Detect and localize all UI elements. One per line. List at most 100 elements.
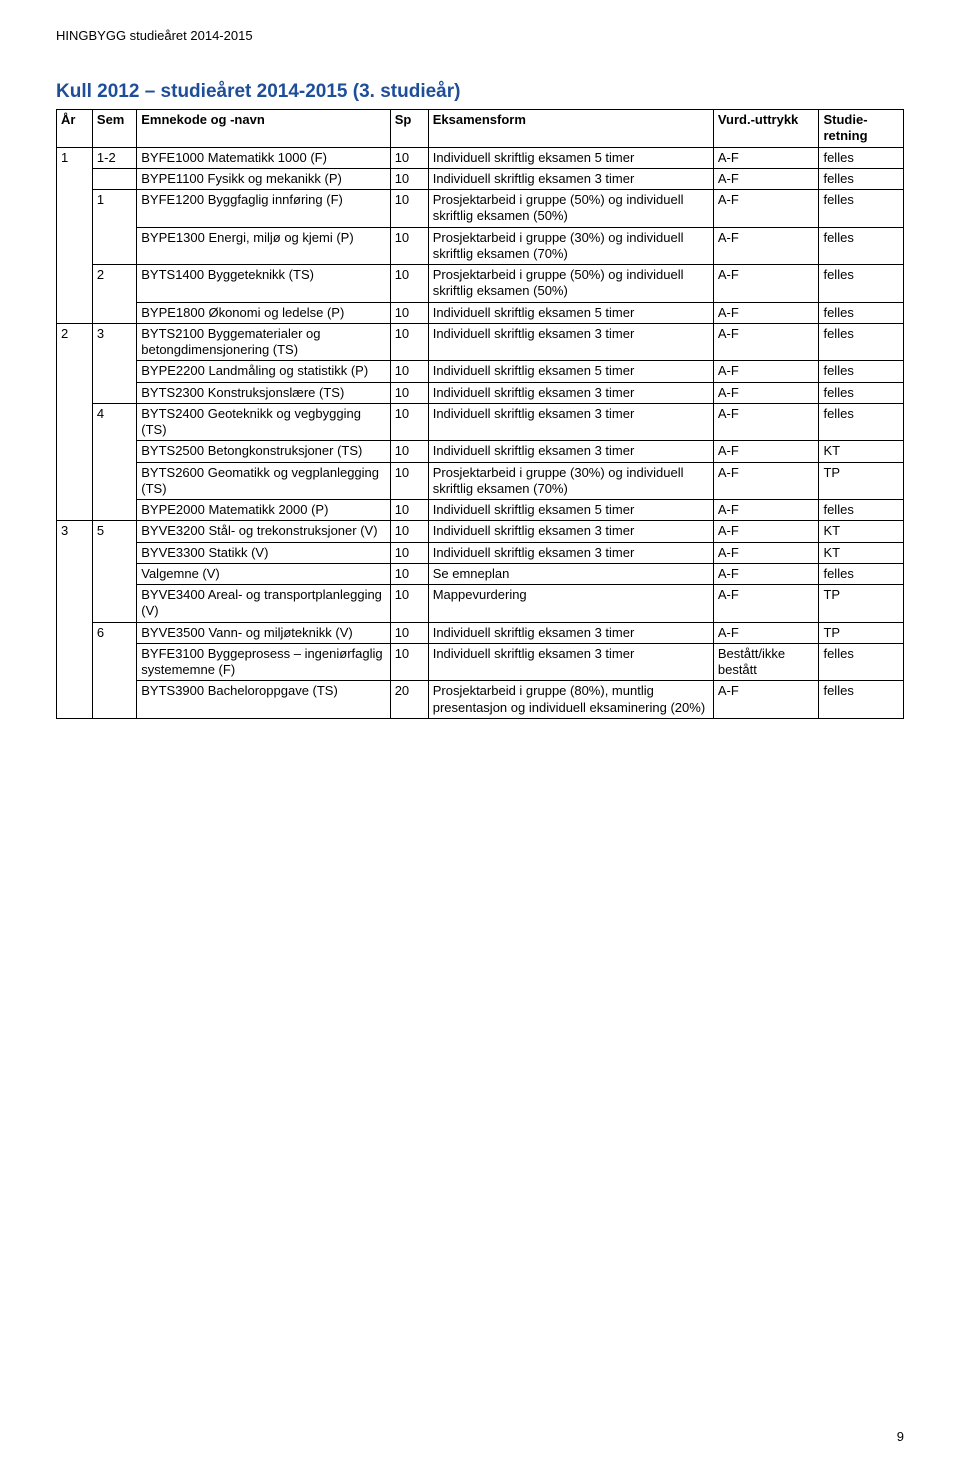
cell-stud: felles: [819, 227, 904, 265]
cell-emne: Valgemne (V): [137, 563, 390, 584]
cell-sp: 10: [390, 521, 428, 542]
table-row: BYVE3300 Statikk (V)10Individuell skrift…: [57, 542, 904, 563]
cell-stud: felles: [819, 265, 904, 303]
table-row: 1BYFE1200 Byggfaglig innføring (F)10Pros…: [57, 190, 904, 228]
cell-stud: felles: [819, 190, 904, 228]
cell-eks: Se emneplan: [428, 563, 713, 584]
col-eks: Eksamensform: [428, 110, 713, 148]
cell-stud: TP: [819, 622, 904, 643]
cell-vurd: A-F: [713, 462, 819, 500]
cell-vurd: Bestått/ikke bestått: [713, 643, 819, 681]
cell-sp: 10: [390, 563, 428, 584]
cell-eks: Individuell skriftlig eksamen 5 timer: [428, 147, 713, 168]
table-row: 6BYVE3500 Vann- og miljøteknikk (V)10Ind…: [57, 622, 904, 643]
cell-vurd: A-F: [713, 323, 819, 361]
cell-emne: BYTS3900 Bacheloroppgave (TS): [137, 681, 390, 719]
cell-eks: Individuell skriftlig eksamen 3 timer: [428, 323, 713, 361]
cell-vurd: A-F: [713, 382, 819, 403]
cell-emne: BYPE1100 Fysikk og mekanikk (P): [137, 168, 390, 189]
cell-eks: Individuell skriftlig eksamen 3 timer: [428, 403, 713, 441]
table-row: BYPE1300 Energi, miljø og kjemi (P)10Pro…: [57, 227, 904, 265]
cell-sp: 10: [390, 323, 428, 361]
table-head: År Sem Emnekode og -navn Sp Eksamensform…: [57, 110, 904, 148]
cell-sem: 1-2: [92, 147, 136, 168]
col-sem: Sem: [92, 110, 136, 148]
cell-sp: 10: [390, 361, 428, 382]
cell-vurd: A-F: [713, 403, 819, 441]
col-ar: År: [57, 110, 93, 148]
table-row: BYTS2600 Geomatikk og vegplanlegging (TS…: [57, 462, 904, 500]
cell-sp: 10: [390, 622, 428, 643]
table-row: 2BYTS1400 Byggeteknikk (TS)10Prosjektarb…: [57, 265, 904, 303]
cell-vurd: A-F: [713, 302, 819, 323]
cell-eks: Individuell skriftlig eksamen 5 timer: [428, 361, 713, 382]
cell-emne: BYVE3200 Stål- og trekonstruksjoner (V): [137, 521, 390, 542]
cell-sp: 10: [390, 585, 428, 623]
cell-sp: 10: [390, 227, 428, 265]
page-number: 9: [897, 1429, 904, 1444]
page-title: Kull 2012 – studieåret 2014-2015 (3. stu…: [56, 81, 904, 103]
table-row: 4BYTS2400 Geoteknikk og vegbygging (TS)1…: [57, 403, 904, 441]
cell-eks: Prosjektarbeid i gruppe (30%) og individ…: [428, 462, 713, 500]
cell-eks: Prosjektarbeid i gruppe (50%) og individ…: [428, 190, 713, 228]
studyplan-table: År Sem Emnekode og -navn Sp Eksamensform…: [56, 109, 904, 719]
col-stud: Studie-retning: [819, 110, 904, 148]
cell-eks: Individuell skriftlig eksamen 3 timer: [428, 643, 713, 681]
cell-sp: 10: [390, 302, 428, 323]
page: HINGBYGG studieåret 2014-2015 Kull 2012 …: [0, 0, 960, 1468]
cell-eks: Prosjektarbeid i gruppe (50%) og individ…: [428, 265, 713, 303]
table-row: 23BYTS2100 Byggematerialer og betongdime…: [57, 323, 904, 361]
cell-stud: felles: [819, 302, 904, 323]
cell-emne: BYTS2600 Geomatikk og vegplanlegging (TS…: [137, 462, 390, 500]
cell-sem: 3: [92, 323, 136, 403]
cell-emne: BYVE3300 Statikk (V): [137, 542, 390, 563]
cell-vurd: A-F: [713, 622, 819, 643]
cell-vurd: A-F: [713, 168, 819, 189]
cell-eks: Individuell skriftlig eksamen 3 timer: [428, 382, 713, 403]
table-row: BYTS2500 Betongkonstruksjoner (TS)10Indi…: [57, 441, 904, 462]
cell-eks: Individuell skriftlig eksamen 3 timer: [428, 542, 713, 563]
cell-vurd: A-F: [713, 521, 819, 542]
cell-stud: felles: [819, 681, 904, 719]
cell-emne: BYPE1300 Energi, miljø og kjemi (P): [137, 227, 390, 265]
cell-stud: felles: [819, 500, 904, 521]
table-body: 11-2BYFE1000 Matematikk 1000 (F)10Indivi…: [57, 147, 904, 718]
col-vurd: Vurd.-uttrykk: [713, 110, 819, 148]
document-header: HINGBYGG studieåret 2014-2015: [56, 28, 904, 43]
cell-vurd: A-F: [713, 265, 819, 303]
cell-sp: 10: [390, 168, 428, 189]
cell-eks: Individuell skriftlig eksamen 3 timer: [428, 441, 713, 462]
cell-sp: 10: [390, 265, 428, 303]
cell-vurd: A-F: [713, 227, 819, 265]
cell-emne: BYTS2400 Geoteknikk og vegbygging (TS): [137, 403, 390, 441]
cell-sp: 10: [390, 403, 428, 441]
cell-stud: KT: [819, 441, 904, 462]
cell-vurd: A-F: [713, 361, 819, 382]
cell-stud: felles: [819, 563, 904, 584]
cell-ar: 2: [57, 323, 93, 521]
header-row: År Sem Emnekode og -navn Sp Eksamensform…: [57, 110, 904, 148]
cell-emne: BYPE2200 Landmåling og statistikk (P): [137, 361, 390, 382]
cell-eks: Individuell skriftlig eksamen 3 timer: [428, 168, 713, 189]
cell-eks: Individuell skriftlig eksamen 5 timer: [428, 302, 713, 323]
cell-emne: BYTS2500 Betongkonstruksjoner (TS): [137, 441, 390, 462]
table-row: BYPE2000 Matematikk 2000 (P)10Individuel…: [57, 500, 904, 521]
cell-vurd: A-F: [713, 542, 819, 563]
col-sp: Sp: [390, 110, 428, 148]
cell-ar: 3: [57, 521, 93, 719]
cell-emne: BYFE3100 Byggeprosess – ingeniørfaglig s…: [137, 643, 390, 681]
cell-emne: BYFE1200 Byggfaglig innføring (F): [137, 190, 390, 228]
cell-sp: 10: [390, 147, 428, 168]
cell-stud: TP: [819, 585, 904, 623]
cell-sp: 10: [390, 382, 428, 403]
table-row: BYTS2300 Konstruksjonslære (TS)10Individ…: [57, 382, 904, 403]
cell-sem: 1: [92, 190, 136, 265]
cell-stud: felles: [819, 147, 904, 168]
cell-stud: KT: [819, 521, 904, 542]
cell-sem: 5: [92, 521, 136, 622]
cell-eks: Individuell skriftlig eksamen 3 timer: [428, 521, 713, 542]
table-row: 11-2BYFE1000 Matematikk 1000 (F)10Indivi…: [57, 147, 904, 168]
cell-stud: felles: [819, 323, 904, 361]
cell-stud: felles: [819, 168, 904, 189]
cell-emne: BYTS2100 Byggematerialer og betongdimens…: [137, 323, 390, 361]
